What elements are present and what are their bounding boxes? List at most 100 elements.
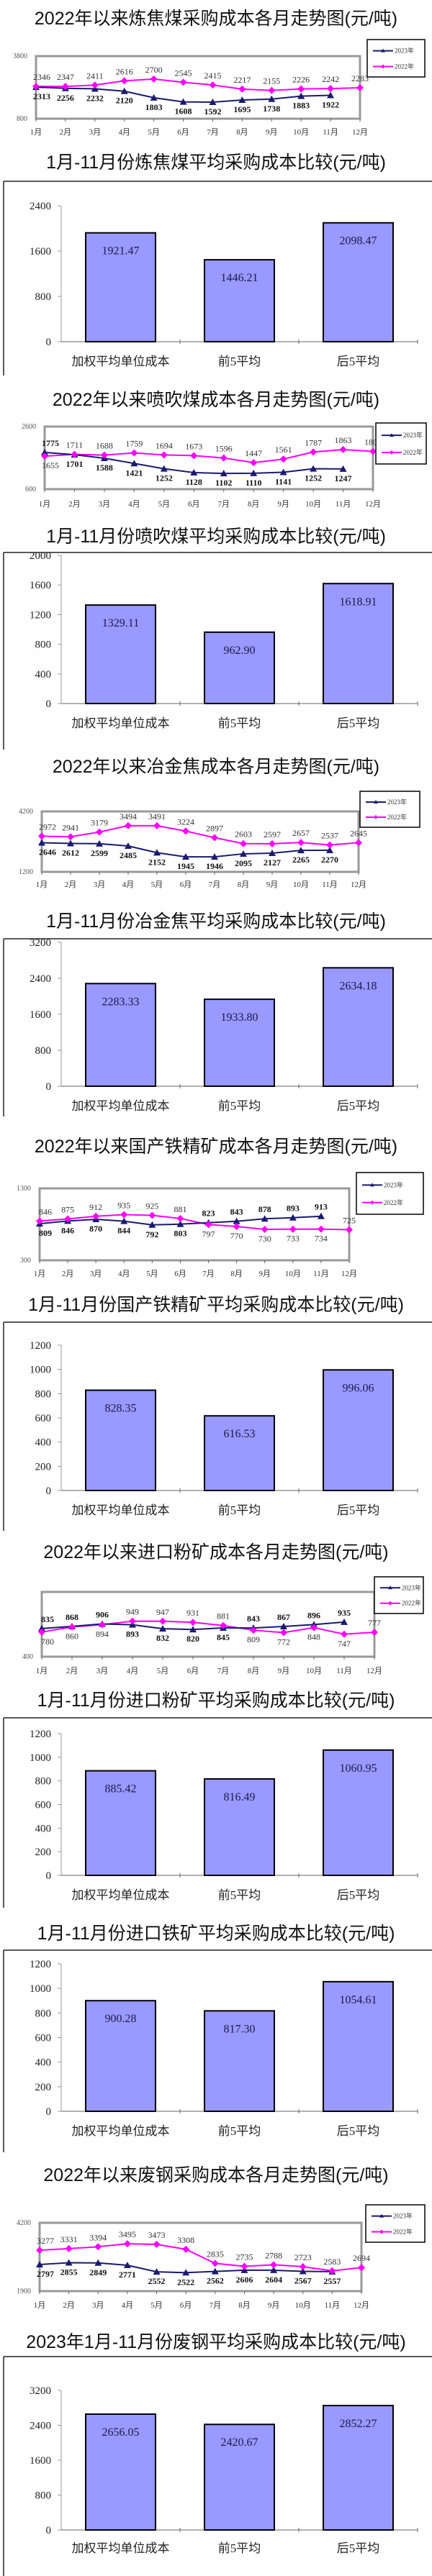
data-point-diamond [160,451,168,459]
data-point-diamond [220,454,228,462]
data-label: 2485 [120,850,137,860]
y-tick-label: 400 [35,2057,52,2069]
x-tick-label: 4月 [118,128,130,137]
legend-diamond-icon [381,64,385,69]
x-tick-label: 10月 [305,500,321,509]
x-tick-label: 3月 [90,1270,102,1278]
bar-value-label: 2656.05 [102,2426,140,2439]
data-point-triangle [159,1625,166,1632]
x-tick-label: 8月 [238,880,250,889]
x-tick-label: 2月 [65,880,77,889]
data-label: 1787 [305,437,322,447]
bar-value-label: 1329.11 [102,617,139,629]
x-tick-label: 10月 [293,880,309,889]
data-label: 809 [247,1634,260,1644]
x-tick-label: 12月 [354,2301,369,2310]
x-tick-label: 4月 [127,1667,139,1675]
data-label: 2411 [86,70,104,81]
data-label: 1592 [204,106,221,117]
y-tick-label: 1300 [17,1185,31,1193]
y-tick-label: 200 [35,1461,52,1473]
chart-title: 2022年以来国产铁精矿成本各月走势图(元/吨) [35,1137,397,1157]
data-point-diamond [211,2259,219,2267]
bar-value-label: 1054.61 [340,1994,377,2006]
data-point-triangle [269,850,276,857]
x-tick-label: 2月 [60,128,72,137]
data-point-triangle [339,465,347,472]
y-tick-label: 800 [35,2490,52,2502]
y-tick-label: 0 [46,2106,52,2118]
data-label: 3179 [91,818,108,828]
category-label: 前5平均 [218,716,261,730]
x-tick-label: 5月 [148,128,160,137]
data-label: 1596 [215,444,233,454]
x-tick-label: 6月 [188,500,200,509]
data-label: 2346 [33,72,50,82]
plot-area [35,55,361,120]
data-point-diamond [250,1626,257,1634]
data-point-diamond [339,446,347,454]
data-label: 868 [66,1612,78,1622]
y-tick-label: 600 [35,1413,52,1424]
y-tick-label: 400 [22,1653,33,1661]
x-tick-label: 2月 [68,500,81,509]
data-label: 925 [145,1201,158,1211]
data-point-diamond [238,85,246,93]
data-point-triangle [220,470,228,477]
y-tick-label: 1000 [30,1983,51,1995]
data-point-triangle [190,469,198,476]
data-point-diamond [270,2261,278,2269]
data-label: 844 [117,1226,130,1236]
data-point-triangle [310,465,318,472]
data-label: 2217 [233,75,251,85]
bar [85,1770,156,1876]
legend-label: 2023年 [384,1180,403,1188]
data-point-diamond [61,83,69,91]
bar [323,583,394,704]
data-point-triangle [160,465,168,472]
data-point-triangle [38,1624,45,1631]
data-point-diamond [36,2247,43,2254]
data-label: 3277 [37,2236,54,2246]
legend-box [356,1172,424,1215]
category-label: 后5平均 [337,1888,380,1902]
data-point-diamond [182,827,189,835]
data-label: 3473 [148,2230,166,2240]
x-tick-label: 1月 [36,880,48,889]
data-point-diamond [220,1621,227,1629]
data-point-diamond [211,834,218,842]
y-tick-label: 1000 [30,1365,51,1376]
data-label: 860 [66,1631,78,1642]
chart-title: 2022年以来废钢采购成本各月走势图(元/吨) [43,2165,388,2185]
data-label: 2835 [207,2249,224,2259]
data-point-diamond [36,1217,43,1225]
chart-title: 2022年以来冶金焦成本各月走势图(元/吨) [53,757,379,777]
data-label: 1608 [175,106,192,117]
series-line-2022年 [41,824,359,846]
data-label: 1883 [292,101,310,111]
data-label: 2771 [119,2270,136,2280]
x-tick-label: 7月 [207,128,219,137]
x-tick-label: 1月 [36,1667,48,1675]
y-tick-label: 2400 [30,2421,51,2432]
bar [85,2000,156,2112]
x-tick-label: 11月 [322,880,338,889]
data-point-triangle [327,91,335,99]
data-point-diamond [346,1226,353,1234]
bar-chart: 1月-11月份进口铁矿平均采购成本比较(元/吨) 0 200 400 600 800 100… [3,1924,432,2152]
data-point-diamond [327,85,335,93]
plot-area [38,1187,351,1262]
data-label: 2723 [294,2252,312,2262]
data-point-triangle [211,853,218,860]
x-tick-label: 12月 [341,1270,357,1278]
data-label: 725 [343,1216,356,1226]
category-label: 前5平均 [218,1099,261,1113]
data-point-diamond [371,1629,378,1637]
y-tick-label: 0 [46,1081,52,1093]
category-label: 加权平均单位成本 [72,2124,170,2138]
plot-area [40,1590,376,1658]
data-point-triangle [176,1220,184,1227]
x-tick-label: 5月 [146,1270,158,1278]
data-label: 835 [41,1614,54,1624]
bar [85,604,156,705]
